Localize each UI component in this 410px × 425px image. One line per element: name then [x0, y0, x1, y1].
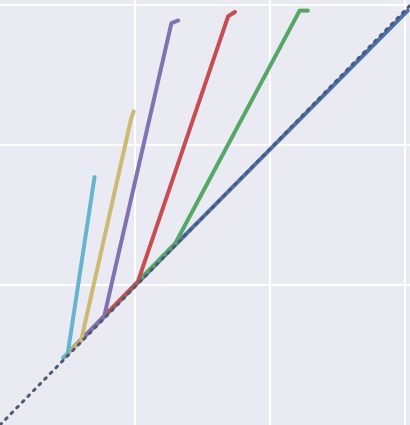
- reference-dotted-line: [0, 3, 410, 425]
- series-group: [0, 3, 410, 425]
